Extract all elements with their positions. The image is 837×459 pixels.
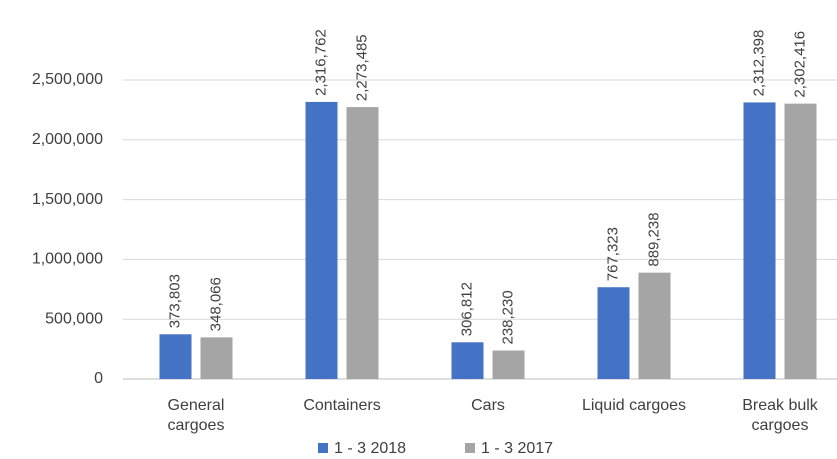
bar xyxy=(305,101,338,379)
bar xyxy=(159,334,192,379)
value-label: 373,803 xyxy=(166,274,183,328)
value-label: 238,230 xyxy=(499,290,516,344)
bar xyxy=(743,102,776,380)
y-tick-label: 2,000,000 xyxy=(32,131,103,148)
y-tick-label: 1,000,000 xyxy=(32,251,103,268)
value-label: 767,323 xyxy=(604,227,621,281)
x-tick-label: Liquid cargoes xyxy=(581,397,687,414)
bar xyxy=(638,272,671,379)
value-label: 889,238 xyxy=(645,212,662,266)
legend-swatch xyxy=(465,443,475,453)
bar xyxy=(784,103,817,380)
value-label: 306,812 xyxy=(458,282,475,336)
legend-label: 1 - 3 2018 xyxy=(334,440,406,457)
value-label: 2,312,398 xyxy=(750,30,767,97)
y-tick-label: 2,500,000 xyxy=(32,71,103,88)
value-label: 348,066 xyxy=(207,277,224,331)
y-tick-label: 1,500,000 xyxy=(32,191,103,208)
value-label: 2,316,762 xyxy=(312,29,329,96)
value-label: 2,273,485 xyxy=(353,34,370,101)
x-tick-label: Break bulk cargoes xyxy=(742,397,818,434)
bar xyxy=(597,287,630,379)
x-tick-label: Cars xyxy=(471,397,505,414)
bar xyxy=(451,342,484,379)
x-tick-label: General cargoes xyxy=(167,397,225,434)
value-label: 2,302,416 xyxy=(791,31,808,98)
legend-label: 1 - 3 2017 xyxy=(481,440,553,457)
legend-swatch xyxy=(318,443,328,453)
bar xyxy=(200,337,233,379)
bar xyxy=(346,107,379,380)
y-tick-label: 0 xyxy=(94,370,103,387)
x-tick-label: Containers xyxy=(303,397,381,414)
y-tick-label: 500,000 xyxy=(45,310,103,327)
bar xyxy=(492,350,525,379)
